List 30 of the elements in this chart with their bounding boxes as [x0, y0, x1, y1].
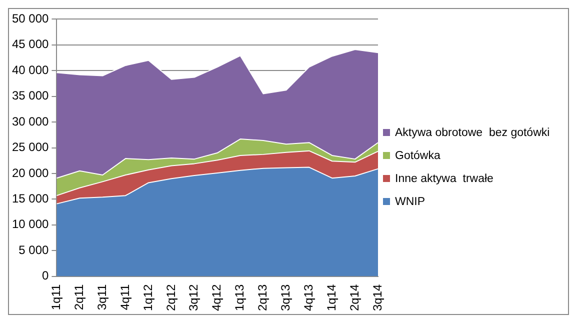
x-tick-label: 3q13: [278, 284, 293, 312]
legend-label: Gotówka: [395, 150, 440, 162]
y-tick-label: 25 000: [12, 140, 50, 154]
y-tick-label: 20 000: [12, 166, 50, 180]
y-tick-label: 30 000: [12, 114, 50, 128]
x-tick-label: 1q12: [140, 284, 155, 312]
y-tick-label: 45 000: [12, 37, 50, 52]
x-tick-label: 4q13: [301, 284, 316, 312]
x-tick-label: 3q14: [370, 284, 384, 312]
x-tick-label: 1q11: [49, 284, 64, 310]
x-tick-label: 2q13: [256, 284, 270, 312]
x-tick-label: 1q13: [232, 284, 247, 312]
x-tick-label: 2q12: [164, 284, 178, 312]
y-tick-label: 10 000: [12, 217, 50, 232]
x-tick-label: 2q14: [347, 284, 362, 312]
x-tick-label: 2q11: [72, 284, 86, 310]
y-tick-label: 5 000: [18, 242, 50, 257]
legend-label: Aktywa obrotowe bez gotówki: [395, 126, 550, 138]
y-tick-label: 15 000: [12, 191, 50, 206]
x-tick-label: 4q12: [210, 284, 224, 312]
y-tick-label: 0: [42, 268, 50, 283]
y-tick-label: 40 000: [12, 62, 50, 77]
x-tick-label: 4q11: [118, 284, 132, 310]
x-tick-label: 1q14: [324, 284, 338, 312]
y-tick-label: 35 000: [12, 88, 50, 103]
y-tick-label: 50 000: [12, 12, 50, 26]
x-tick-label: 3q11: [94, 284, 109, 310]
legend-label: Inne aktywa trwałe: [395, 172, 494, 184]
legend-label: WNIP: [395, 196, 426, 208]
x-tick-label: 3q12: [186, 284, 201, 312]
